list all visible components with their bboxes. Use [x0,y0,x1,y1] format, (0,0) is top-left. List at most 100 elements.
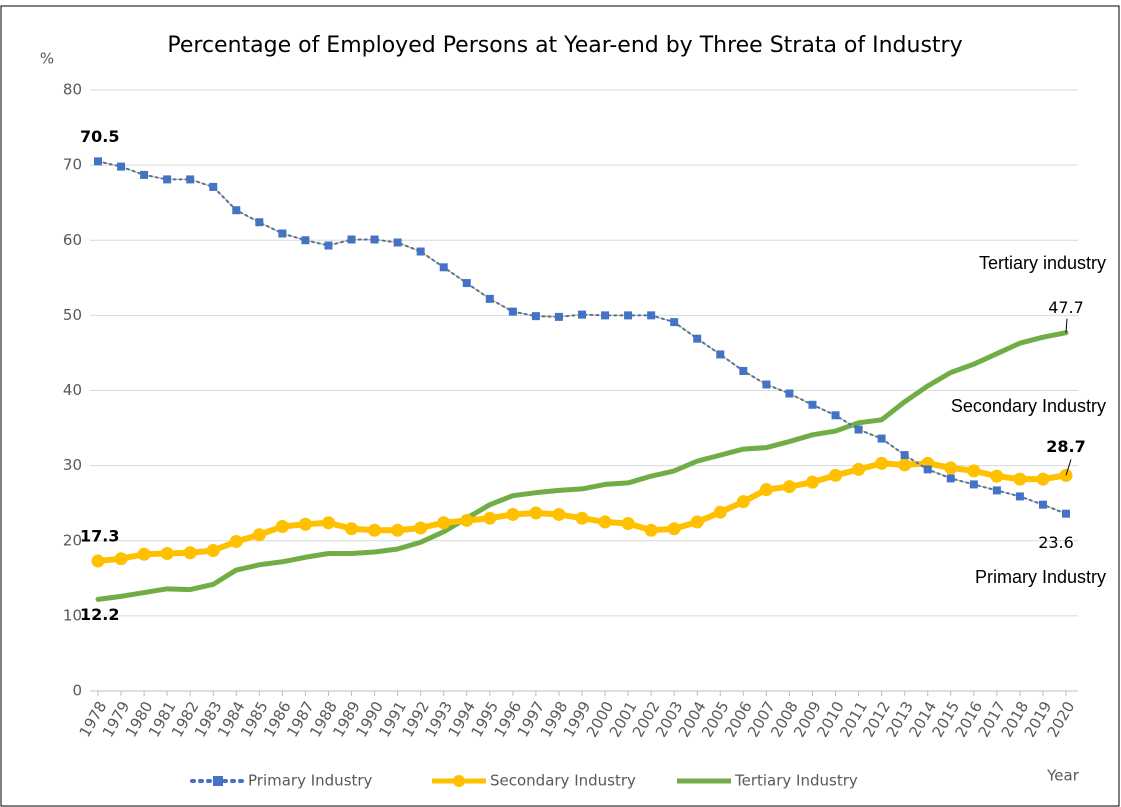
annotation: Secondary Industry [951,396,1106,416]
data-label: 28.7 [1046,437,1085,456]
point [301,236,310,245]
point [485,294,494,303]
legend-item: Secondary Industry [432,772,636,790]
point [693,334,702,343]
point [990,469,1004,483]
point [209,182,218,191]
point [1038,500,1047,509]
y-tick-label: 30 [63,456,82,474]
y-axis-label: % [40,50,54,68]
y-tick-label: 60 [63,231,82,249]
point [531,312,540,321]
point [898,458,912,472]
y-tick-label: 20 [63,531,82,549]
point [852,462,866,476]
legend-item: Primary Industry [190,772,373,790]
point [117,162,126,171]
point [437,516,451,530]
point [829,468,843,482]
leader [1065,318,1068,333]
point [598,515,612,529]
point [324,241,333,250]
point [713,505,727,519]
leader [1065,459,1072,476]
legend-marker [213,776,223,786]
annotation: Tertiary industry [979,253,1106,273]
point [460,513,474,527]
point [1062,509,1070,518]
point [808,400,817,409]
point [578,310,586,319]
point [140,170,149,179]
data-label: 17.3 [80,527,119,546]
data-label: 23.6 [1038,533,1074,552]
point [114,552,128,566]
point [782,480,796,494]
point [229,535,243,549]
point [944,461,958,475]
chart-title: Percentage of Employed Persons at Year-e… [167,33,962,58]
annotation: Primary Industry [975,567,1106,587]
point [759,483,773,497]
point [670,318,679,327]
point [183,546,197,560]
point [393,238,402,247]
point [716,350,725,359]
point [275,519,289,533]
point [805,475,819,489]
point [483,511,497,525]
point [414,521,428,535]
y-tick-label: 40 [63,381,82,399]
data-label: 47.7 [1048,298,1084,317]
point [94,157,102,166]
point [370,235,379,244]
point [232,206,241,215]
point [91,554,105,568]
point [298,517,312,531]
point [575,511,589,525]
point [900,451,909,460]
y-tick-label: 80 [63,81,82,99]
point [736,495,750,509]
point [644,523,658,537]
point [439,263,448,272]
point [391,523,405,537]
legend-label: Primary Industry [248,772,373,790]
point [690,515,704,529]
point [416,247,425,256]
data-label: 70.5 [80,127,119,146]
point [554,312,563,321]
point [160,547,174,561]
point [163,175,172,184]
point [529,506,543,520]
point [946,474,955,483]
point [875,456,889,470]
legend-label: Tertiary Industry [734,772,858,790]
point [278,229,287,238]
point [1015,492,1024,501]
point [206,544,220,558]
point [506,507,520,521]
point [508,307,517,316]
point [923,465,932,474]
point [624,311,633,320]
point [992,486,1001,495]
point [854,425,863,434]
point [462,279,471,288]
point [739,366,748,375]
y-tick-label: 10 [63,606,82,624]
point [877,434,886,443]
point [1013,472,1027,486]
legend-item: Tertiary Industry [677,772,858,790]
data-label: 12.2 [80,605,119,624]
point [762,380,771,389]
point [345,522,359,536]
point [368,523,382,537]
point [667,522,681,536]
point [552,507,566,521]
point [347,235,356,244]
y-tick-label: 70 [63,156,82,174]
point [1036,472,1050,486]
point [621,516,635,530]
